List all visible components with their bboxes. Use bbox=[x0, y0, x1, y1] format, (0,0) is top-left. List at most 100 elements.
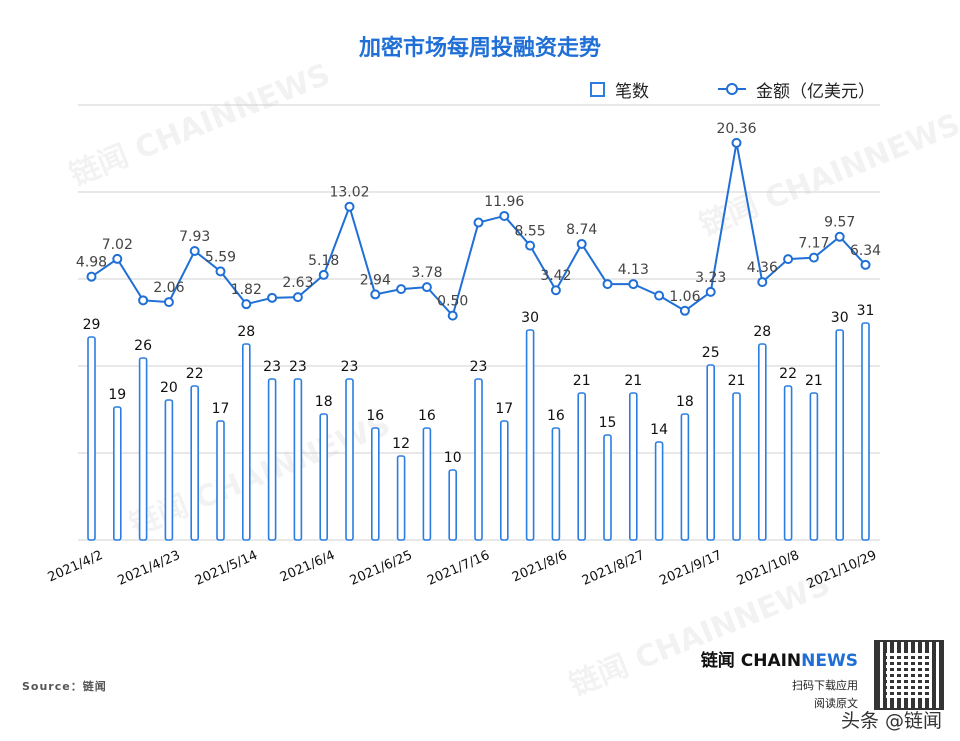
bar-value-label: 23 bbox=[289, 359, 307, 375]
bar-value-label: 12 bbox=[392, 436, 410, 452]
x-tick-label: 2021/10/29 bbox=[805, 548, 880, 592]
bar-value-label: 28 bbox=[237, 324, 255, 340]
bar bbox=[216, 420, 225, 541]
bar bbox=[267, 378, 277, 541]
chart-title: 加密市场每周投融资走势 bbox=[358, 36, 601, 61]
x-tick-label: 2021/10/8 bbox=[735, 548, 802, 589]
line-point bbox=[163, 297, 174, 308]
line-point bbox=[396, 284, 407, 295]
bar-value-label: 16 bbox=[366, 408, 384, 424]
bar bbox=[654, 441, 664, 541]
bar bbox=[293, 378, 303, 541]
line-point bbox=[112, 253, 123, 264]
line-value-label: 1.06 bbox=[669, 289, 700, 305]
x-tick-label: 2021/8/27 bbox=[580, 548, 647, 589]
line-value-label: 3.78 bbox=[411, 265, 442, 281]
line-value-label: 8.55 bbox=[515, 224, 546, 240]
bar-value-label: 16 bbox=[547, 408, 565, 424]
x-tick-label: 2021/7/16 bbox=[425, 548, 492, 589]
line-value-label: 2.06 bbox=[153, 280, 184, 296]
line-point bbox=[138, 295, 149, 306]
x-tick-label: 2021/5/14 bbox=[193, 548, 260, 589]
bar-value-label: 18 bbox=[676, 394, 694, 410]
x-tick-label: 2021/6/25 bbox=[348, 548, 415, 589]
line-point bbox=[705, 286, 716, 297]
bar-value-label: 17 bbox=[495, 401, 513, 417]
bar bbox=[732, 392, 741, 541]
bar bbox=[474, 378, 483, 541]
line-point bbox=[370, 289, 381, 300]
bar-value-label: 26 bbox=[134, 338, 152, 354]
bar bbox=[242, 343, 251, 541]
line-point bbox=[421, 282, 432, 293]
bar-value-label: 21 bbox=[624, 373, 642, 389]
bar bbox=[422, 427, 432, 541]
line-value-label: 7.17 bbox=[798, 236, 829, 252]
line-value-label: 3.42 bbox=[540, 268, 571, 284]
x-tick-label: 2021/8/6 bbox=[510, 548, 569, 585]
line-point bbox=[731, 137, 742, 148]
bar bbox=[164, 399, 174, 541]
line-value-label: 5.59 bbox=[205, 249, 236, 265]
bar bbox=[87, 336, 96, 541]
bar-value-label: 14 bbox=[650, 422, 668, 438]
line-point bbox=[267, 292, 278, 303]
bar bbox=[783, 385, 793, 541]
line-value-label: 20.36 bbox=[716, 121, 756, 137]
line-legend-icon bbox=[718, 81, 746, 97]
line-value-label: 8.74 bbox=[566, 222, 597, 238]
bar-value-label: 10 bbox=[444, 450, 462, 466]
bar-value-label: 28 bbox=[753, 324, 771, 340]
line-value-label: 7.02 bbox=[102, 237, 133, 253]
brand-download-text: 扫码下载应用 bbox=[792, 679, 858, 692]
brand-block: 链闻 CHAINNEWS 扫码下载应用 阅读原文 bbox=[701, 646, 858, 711]
bar-value-label: 25 bbox=[702, 345, 720, 361]
bar bbox=[551, 427, 561, 541]
x-tick-label: 2021/4/23 bbox=[116, 548, 183, 589]
x-tick-label: 2021/4/2 bbox=[46, 548, 105, 585]
line-value-label: 4.13 bbox=[618, 262, 649, 278]
line-point bbox=[215, 266, 226, 277]
legend-line: 金额（亿美元） bbox=[718, 78, 875, 102]
line-point bbox=[318, 269, 329, 280]
line-point bbox=[550, 285, 561, 296]
line-point bbox=[679, 305, 690, 316]
bar bbox=[603, 434, 612, 541]
line-value-label: 2.63 bbox=[282, 275, 313, 291]
line-point bbox=[628, 279, 639, 290]
line-point bbox=[654, 290, 665, 301]
line-point bbox=[189, 246, 200, 257]
line-value-label: 7.93 bbox=[179, 229, 210, 245]
legend-bar: 笔数 bbox=[590, 78, 649, 102]
qr-code-icon[interactable] bbox=[874, 640, 944, 710]
line-point bbox=[783, 254, 794, 265]
bar-value-label: 31 bbox=[857, 303, 875, 319]
bar bbox=[861, 322, 870, 541]
line-point bbox=[860, 259, 871, 270]
bar bbox=[138, 357, 148, 541]
bar bbox=[113, 406, 122, 541]
line-value-label: 1.82 bbox=[231, 282, 262, 298]
line-value-label: 0.50 bbox=[437, 294, 468, 310]
line-point bbox=[576, 238, 587, 249]
legend-line-label: 金额（亿美元） bbox=[756, 81, 875, 102]
bar-value-label: 23 bbox=[263, 359, 281, 375]
bar-value-label: 22 bbox=[186, 366, 204, 382]
line-point bbox=[447, 310, 458, 321]
brand-read-text: 阅读原文 bbox=[814, 697, 858, 710]
line-point bbox=[292, 292, 303, 303]
line-point bbox=[808, 252, 819, 263]
bar bbox=[577, 392, 587, 541]
bar-value-label: 23 bbox=[341, 359, 359, 375]
line-point bbox=[602, 279, 613, 290]
bar-value-label: 20 bbox=[160, 380, 178, 396]
bar-legend-icon bbox=[590, 81, 605, 97]
bar bbox=[370, 427, 380, 541]
line-point bbox=[344, 201, 355, 212]
bar bbox=[190, 385, 199, 541]
bar bbox=[319, 413, 329, 541]
bar-value-label: 17 bbox=[212, 401, 230, 417]
line-value-label: 13.02 bbox=[329, 185, 369, 201]
bar-value-label: 22 bbox=[779, 366, 797, 382]
